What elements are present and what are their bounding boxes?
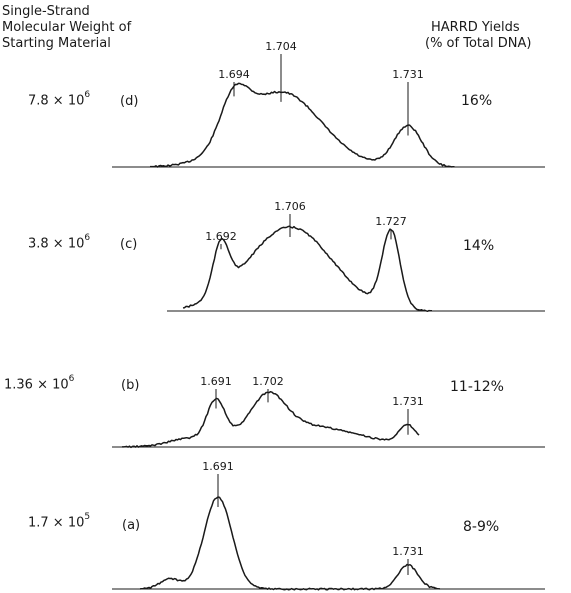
- peak-label-d: 1.731: [392, 68, 424, 81]
- peak-label-c: 1.692: [205, 230, 237, 243]
- peak-label-c: 1.706: [274, 200, 306, 213]
- peak-label-d: 1.704: [265, 40, 297, 53]
- trace-d: [150, 83, 455, 167]
- trace-b: [122, 392, 419, 448]
- peak-label-b: 1.702: [252, 375, 284, 388]
- peak-label-c: 1.727: [375, 215, 407, 228]
- trace-a: [140, 497, 440, 590]
- peak-label-b: 1.691: [200, 375, 232, 388]
- peak-label-b: 1.731: [392, 395, 424, 408]
- peak-label-a: 1.691: [202, 460, 234, 473]
- peak-label-a: 1.731: [392, 545, 424, 558]
- peak-label-d: 1.694: [218, 68, 250, 81]
